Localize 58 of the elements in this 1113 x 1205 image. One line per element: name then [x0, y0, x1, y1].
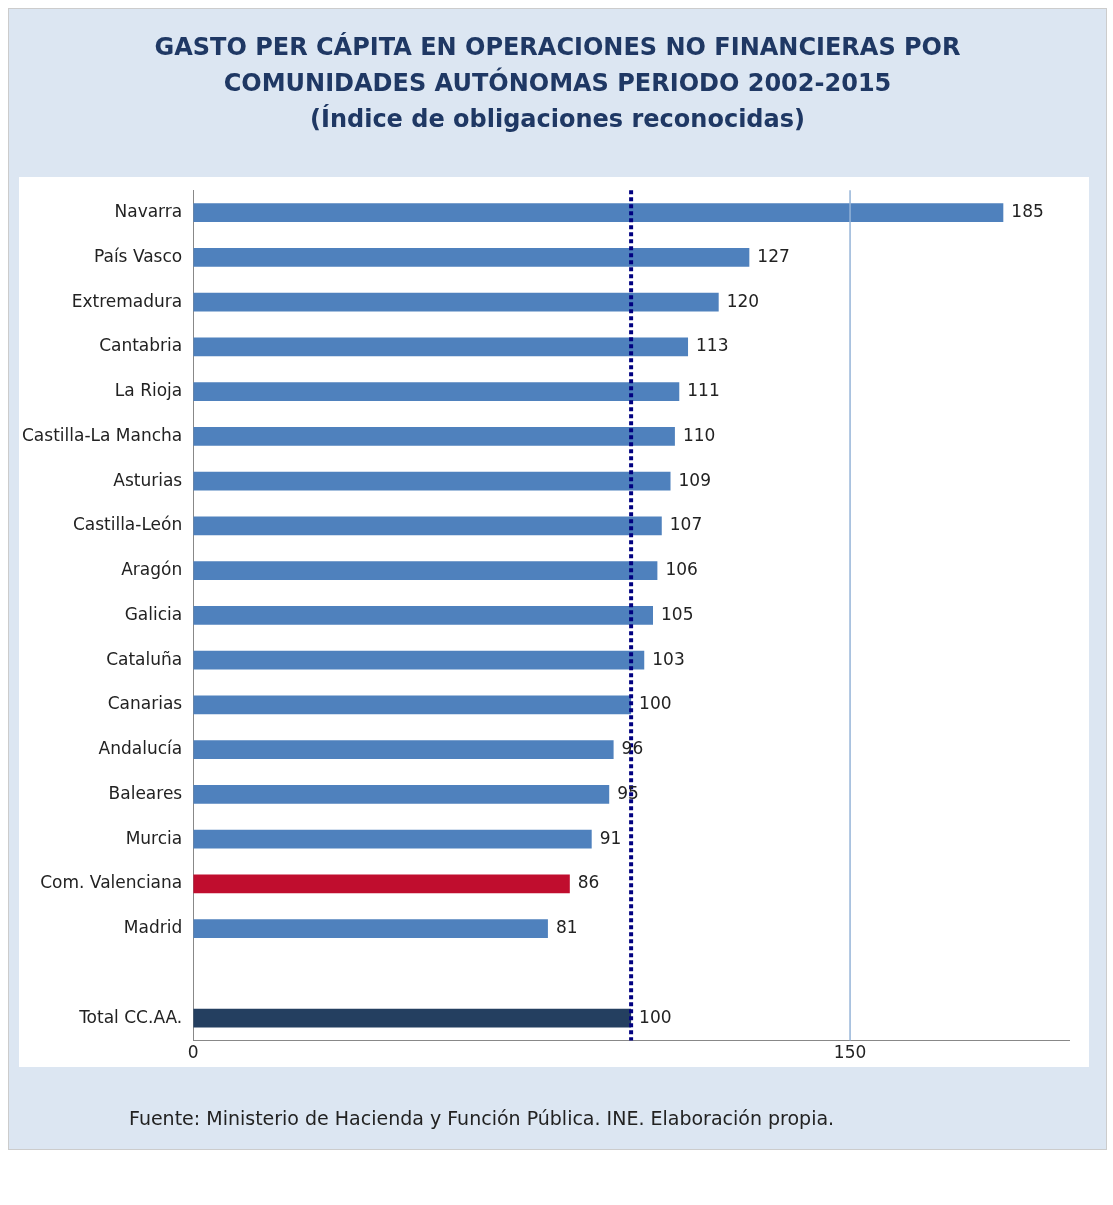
source-note: Fuente: Ministerio de Hacienda y Función Pública. INE. Elaboración propia.: [129, 1107, 836, 1129]
y-tick-label: Castilla-León: [72, 514, 183, 535]
data-label: 120: [726, 290, 760, 311]
y-tick-label: Cantabria: [99, 335, 183, 356]
y-tick-label: Andalucía: [98, 738, 183, 759]
x-tick-label: 0: [187, 1042, 199, 1063]
y-tick-label: Extremadura: [71, 290, 183, 311]
y-tick-label: Cataluña: [106, 648, 183, 669]
y-tick-label: Total CC.AA.: [78, 1006, 183, 1027]
data-label: 111: [687, 380, 720, 401]
y-tick-label: Baleares: [108, 782, 183, 803]
y-tick-label: Canarias: [107, 693, 183, 714]
y-tick-label: Aragón: [121, 559, 183, 580]
data-label: 100: [639, 1006, 672, 1027]
bar: [193, 292, 719, 312]
y-tick-label: La Rioja: [114, 380, 183, 401]
y-tick-label: Castilla-La Mancha: [21, 424, 183, 445]
chart-title: GASTO PER CÁPITA EN OPERACIONES NO FINANCIERAS POR COMUNIDADES AUTÓNOMAS PERIODO 2002-2015 (Índice de obligaciones reconocidas): [153, 31, 962, 135]
bar: [193, 740, 614, 760]
bar: [193, 337, 689, 357]
bar: [193, 650, 645, 670]
bar: [193, 516, 662, 536]
data-label: 185: [1011, 201, 1044, 221]
y-tick-label: Com. Valenciana: [40, 872, 183, 893]
data-label: 86: [577, 872, 600, 893]
bar: [193, 203, 1004, 222]
data-label: 95: [617, 782, 639, 803]
y-tick-label: Murcia: [125, 827, 183, 848]
data-label: 100: [639, 693, 672, 714]
bar: [193, 247, 750, 267]
data-label: 109: [678, 469, 711, 490]
bar: [193, 874, 570, 894]
bar: [193, 785, 610, 804]
data-label: 127: [757, 245, 790, 266]
bar: [193, 606, 654, 625]
bar: [193, 426, 675, 446]
bar: [193, 695, 632, 715]
data-label: 106: [665, 559, 698, 580]
data-label: 96: [621, 738, 644, 759]
data-label: 113: [696, 335, 729, 356]
data-label: 105: [661, 603, 694, 624]
y-tick-label: País Vasco: [93, 245, 183, 266]
y-tick-label: Madrid: [123, 917, 183, 938]
bar: [193, 829, 592, 849]
data-label: 110: [682, 424, 716, 445]
bar: [193, 382, 680, 402]
data-label: 91: [599, 827, 622, 848]
y-tick-label: Navarra: [114, 201, 183, 221]
bar: [193, 1008, 632, 1028]
x-tick-label: 150: [833, 1042, 867, 1063]
bar: [193, 561, 658, 581]
bar: [193, 919, 548, 939]
bar: [193, 471, 671, 491]
y-tick-label: Asturias: [113, 469, 183, 490]
data-label: 107: [669, 514, 703, 535]
data-label: 81: [555, 917, 578, 938]
data-label: 103: [652, 648, 685, 669]
y-tick-label: Galicia: [124, 603, 183, 624]
